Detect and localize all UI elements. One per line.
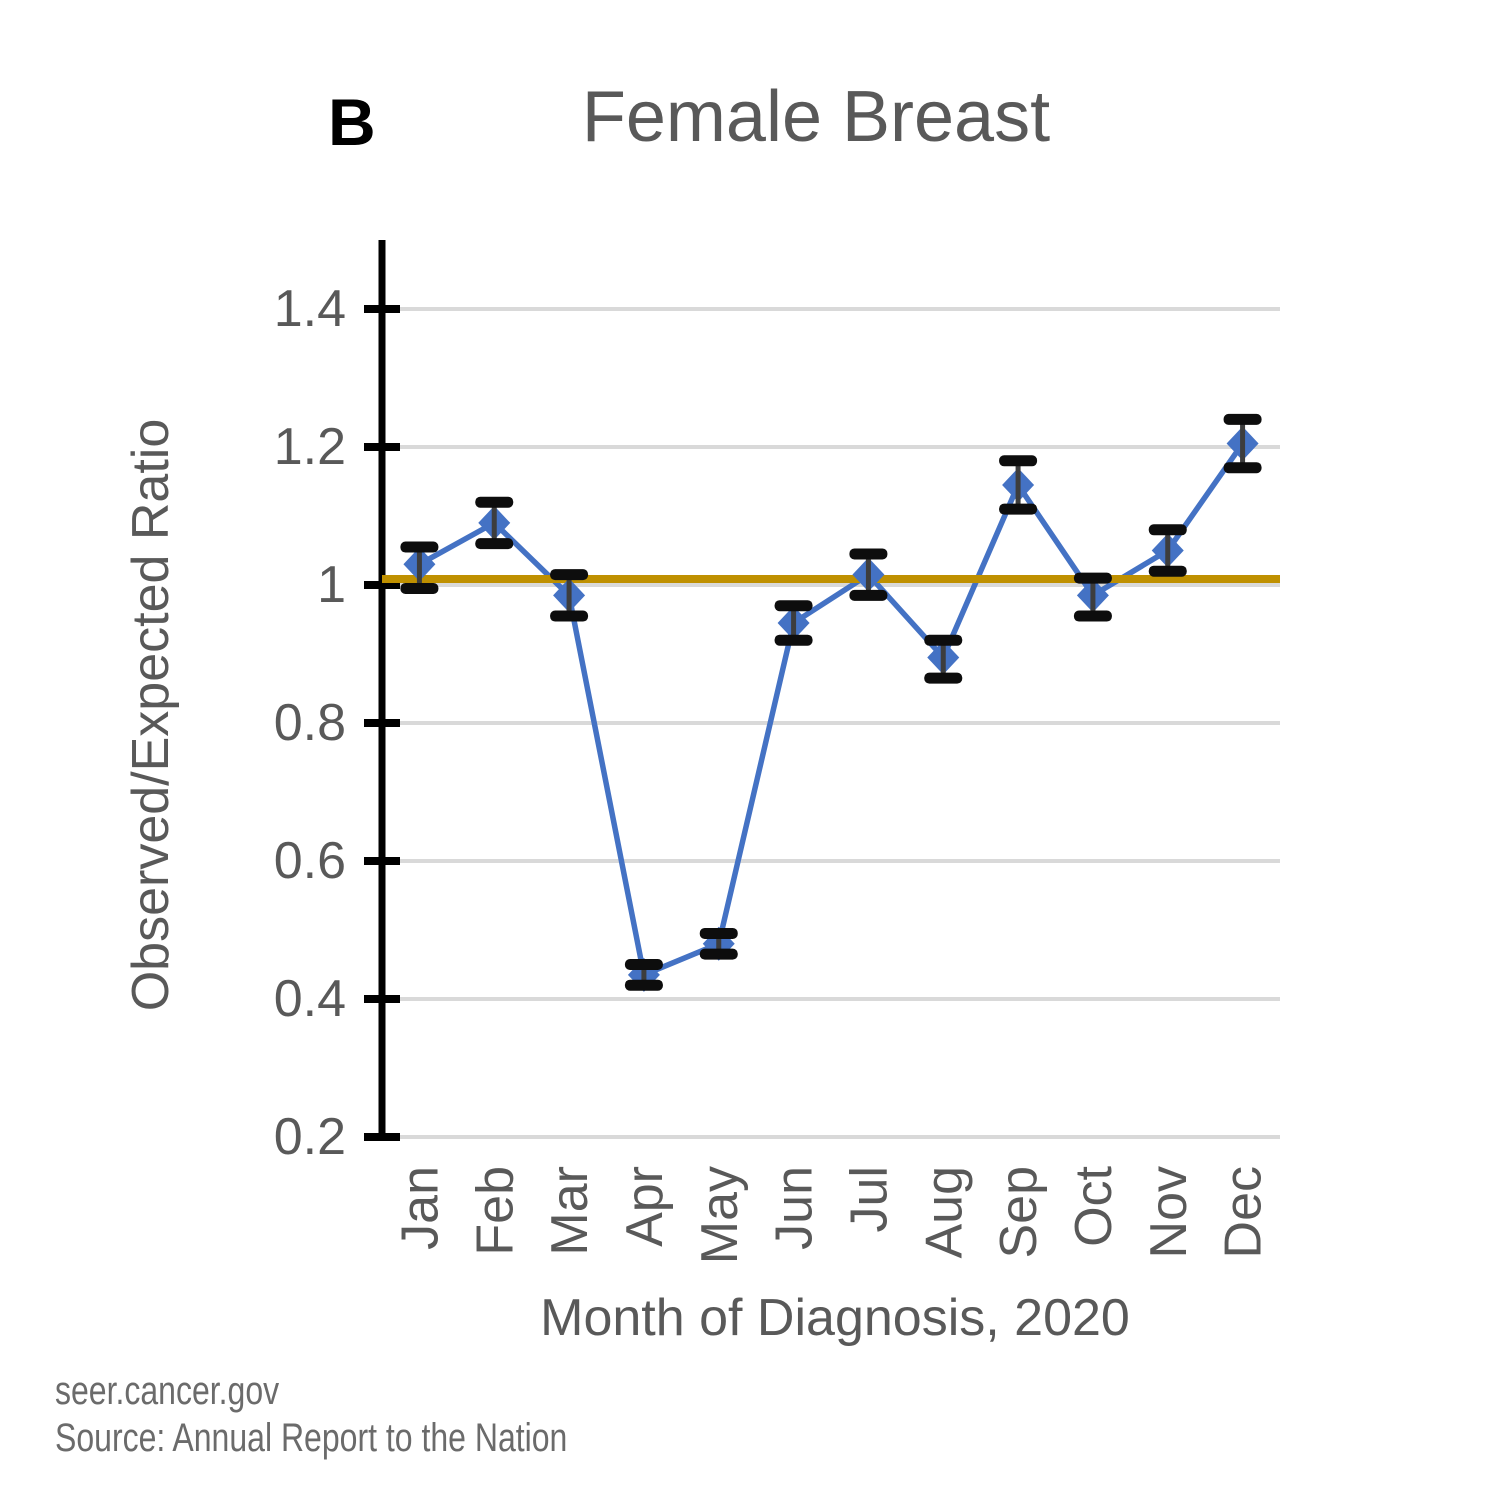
error-cap-low xyxy=(550,610,589,622)
error-cap-high xyxy=(774,600,813,612)
y-tick-label: 0.8 xyxy=(274,694,346,752)
error-cap-high xyxy=(849,548,888,560)
x-tick-label: Sep xyxy=(990,1166,1048,1259)
y-tick-label: 1 xyxy=(317,556,346,614)
x-tick-label: Apr xyxy=(616,1166,674,1247)
x-tick-label: Oct xyxy=(1065,1165,1123,1246)
x-tick-label: Feb xyxy=(466,1166,524,1256)
error-cap-high xyxy=(475,496,514,508)
x-tick-label: Dec xyxy=(1215,1166,1273,1258)
y-tick-label: 0.6 xyxy=(274,832,346,890)
series-line xyxy=(418,441,1245,978)
error-cap-high xyxy=(624,959,663,970)
footer-source: Source: Annual Report to the Nation xyxy=(55,1416,568,1461)
error-cap-high xyxy=(699,927,738,939)
x-tick-label: Aug xyxy=(915,1166,973,1259)
x-tick-label: Jul xyxy=(840,1166,898,1232)
panel-label: B xyxy=(328,85,376,159)
error-cap-low xyxy=(624,979,663,991)
error-cap-low xyxy=(1073,610,1112,622)
x-tick-label: May xyxy=(691,1166,749,1264)
error-cap-low xyxy=(475,538,514,550)
error-cap-high xyxy=(550,569,589,581)
x-tick-label: Jan xyxy=(391,1166,449,1250)
error-cap-high xyxy=(400,541,439,553)
error-cap-high xyxy=(1223,413,1262,425)
error-cap-low xyxy=(999,503,1038,515)
error-cap-low xyxy=(400,582,439,594)
x-axis-title: Month of Diagnosis, 2020 xyxy=(540,1289,1130,1347)
x-tick-label: Nov xyxy=(1140,1166,1198,1258)
y-tick-label: 1.4 xyxy=(274,280,346,338)
footer-url: seer.cancer.gov xyxy=(55,1369,280,1413)
error-cap-low xyxy=(924,672,963,684)
error-cap-high xyxy=(999,455,1038,467)
error-cap-low xyxy=(1223,462,1262,474)
error-cap-low xyxy=(774,634,813,646)
footer: seer.cancer.gov Source: Annual Report to… xyxy=(55,1368,567,1462)
x-tick-label: Jun xyxy=(766,1166,824,1250)
y-tick-label: 0.4 xyxy=(274,970,346,1028)
error-cap-high xyxy=(1073,572,1112,584)
y-tick-label: 1.2 xyxy=(274,418,346,476)
y-axis-title: Observed/Expected Ratio xyxy=(122,418,180,1012)
error-cap-high xyxy=(1148,524,1187,536)
error-cap-low xyxy=(1148,565,1187,577)
chart-title: Female Breast xyxy=(581,77,1051,157)
y-tick-label: 0.2 xyxy=(274,1108,346,1166)
error-cap-high xyxy=(924,634,963,646)
x-tick-label: Mar xyxy=(541,1166,599,1256)
error-cap-low xyxy=(849,589,888,601)
error-cap-low xyxy=(699,948,738,960)
